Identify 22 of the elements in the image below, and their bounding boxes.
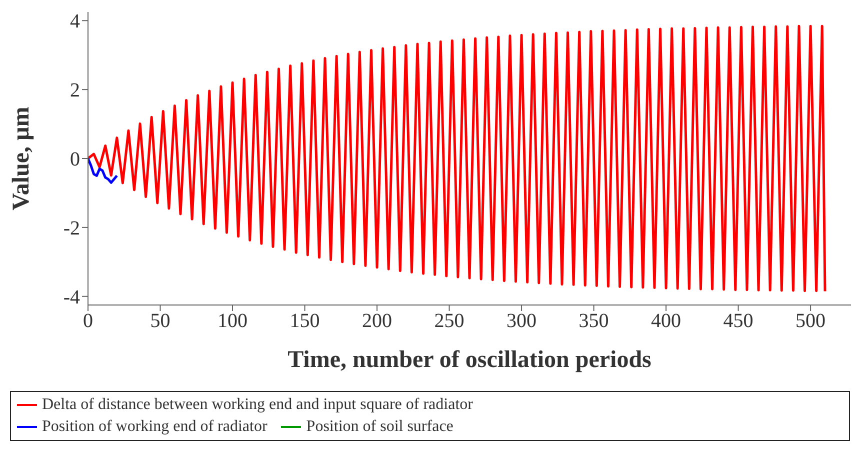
x-tick-label: 350 bbox=[578, 310, 609, 332]
legend-label: Delta of distance between working end and input square of radiator bbox=[42, 396, 473, 414]
line-series bbox=[88, 24, 826, 292]
x-tick-label: 200 bbox=[362, 310, 392, 332]
x-tick-label: 250 bbox=[434, 310, 464, 332]
line-series bbox=[88, 157, 118, 184]
y-axis-title: Value, µm bbox=[8, 106, 35, 210]
y-tick-label: 0 bbox=[70, 148, 80, 171]
x-axis-title: Time, number of oscillation periods bbox=[288, 347, 652, 373]
x-tick-label: 500 bbox=[796, 310, 826, 332]
legend-label: Position of working end of radiator bbox=[42, 418, 268, 436]
x-tick-label: 50 bbox=[150, 310, 170, 332]
x-tick-label: 450 bbox=[723, 310, 754, 332]
x-tick-label: 100 bbox=[218, 310, 248, 332]
x-tick-label: 300 bbox=[506, 310, 537, 332]
y-tick-label: -2 bbox=[63, 218, 80, 240]
y-tick-label: 4 bbox=[70, 10, 80, 33]
y-tick-label: 2 bbox=[70, 80, 80, 102]
x-tick-label: 400 bbox=[651, 310, 682, 332]
y-tick-label: -4 bbox=[63, 286, 80, 308]
legend-label: Position of soil surface bbox=[306, 418, 454, 436]
x-tick-label: 150 bbox=[290, 310, 320, 332]
